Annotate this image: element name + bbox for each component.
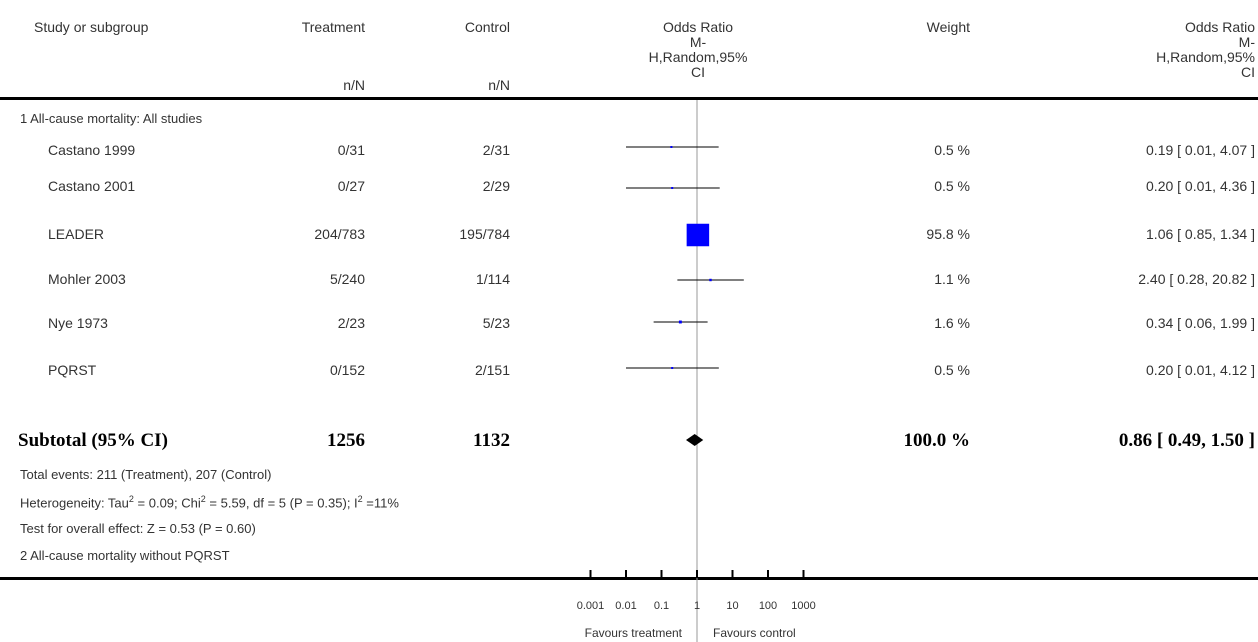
axis-tick-label: 10	[726, 600, 738, 612]
study-weight: 0.5 %	[934, 178, 970, 194]
header-or-plot-3: H,Random,95%	[648, 49, 748, 65]
header-treatment-nn: n/N	[343, 77, 365, 93]
study-weight: 0.5 %	[934, 142, 970, 158]
overall-effect: Test for overall effect: Z = 0.53 (P = 0…	[20, 521, 256, 536]
study-weight: 0.5 %	[934, 362, 970, 378]
axis-tick-label: 0.01	[615, 600, 636, 612]
study-box	[709, 278, 712, 282]
heterogeneity: Heterogeneity: Tau2 = 0.09; Chi2 = 5.59,…	[20, 494, 399, 511]
header-or-plot-4: CI	[691, 64, 705, 80]
study-weight: 1.6 %	[934, 315, 970, 331]
header-or-plot-1: Odds Ratio	[662, 19, 734, 35]
axis-tick-label: 0.1	[654, 600, 669, 612]
header-control: Control	[464, 19, 510, 35]
study-control: 1/114	[476, 271, 510, 287]
study-name: Castano 2001	[48, 178, 136, 194]
favours-treatment: Favours treatment	[584, 626, 682, 640]
header-rule	[0, 97, 1258, 100]
study-control: 2/151	[474, 362, 510, 378]
study-name: PQRST	[48, 362, 97, 378]
study-treatment: 0/27	[337, 178, 365, 194]
subtotal-ci: 0.86 [ 0.49, 1.50 ]	[1118, 430, 1255, 451]
study-ci: 0.19 [ 0.01, 4.07 ]	[1146, 142, 1255, 158]
study-box	[671, 187, 674, 189]
study-box	[686, 223, 710, 247]
subtotal-treatment: 1256	[327, 430, 365, 451]
study-treatment: 0/31	[337, 142, 365, 158]
header-study: Study or subgroup	[34, 19, 149, 35]
header-or-plot-2: M-	[689, 34, 707, 50]
study-control: 2/29	[482, 178, 510, 194]
axis-tick-label: 0.001	[577, 600, 605, 612]
study-ci: 1.06 [ 0.85, 1.34 ]	[1146, 226, 1255, 242]
total-events: Total events: 211 (Treatment), 207 (Cont…	[20, 467, 272, 482]
study-box	[670, 146, 673, 148]
study-treatment: 0/152	[329, 362, 365, 378]
study-box	[671, 367, 674, 369]
subtotal-weight: 100.0 %	[903, 430, 971, 451]
study-control: 5/23	[482, 315, 510, 331]
header-control-nn: n/N	[488, 77, 510, 93]
study-ci: 0.34 [ 0.06, 1.99 ]	[1146, 315, 1255, 331]
header-or-text-1: Odds Ratio	[1184, 19, 1255, 35]
study-treatment: 5/240	[329, 271, 365, 287]
group2-label: 2 All-cause mortality without PQRST	[20, 548, 230, 563]
favours-control: Favours control	[713, 626, 796, 640]
subtotal-label: Subtotal (95% CI)	[18, 430, 168, 451]
header-or-text-4: CI	[1241, 64, 1255, 80]
axis-tick-label: 1	[694, 600, 700, 612]
header-or-text-2: M-	[1238, 34, 1255, 50]
header-or-text-3: H,Random,95%	[1156, 49, 1255, 65]
study-box	[678, 320, 682, 324]
footer-rule	[0, 577, 1258, 580]
study-weight: 95.8 %	[926, 226, 970, 242]
study-name: Castano 1999	[48, 142, 136, 158]
study-control: 195/784	[459, 226, 510, 242]
subtotal-control: 1132	[473, 430, 510, 451]
study-name: Mohler 2003	[48, 271, 126, 287]
pooled-diamond	[686, 434, 704, 446]
axis-tick-label: 1000	[791, 600, 815, 612]
header-treatment: Treatment	[301, 19, 365, 35]
header-weight: Weight	[926, 19, 970, 35]
study-name: Nye 1973	[48, 315, 108, 331]
axis-tick-label: 100	[759, 600, 777, 612]
group1-label: 1 All-cause mortality: All studies	[20, 111, 203, 126]
study-weight: 1.1 %	[934, 271, 970, 287]
study-treatment: 2/23	[337, 315, 365, 331]
study-control: 2/31	[482, 142, 510, 158]
study-name: LEADER	[48, 226, 105, 242]
study-ci: 0.20 [ 0.01, 4.36 ]	[1146, 178, 1255, 194]
study-ci: 2.40 [ 0.28, 20.82 ]	[1138, 271, 1255, 287]
study-ci: 0.20 [ 0.01, 4.12 ]	[1146, 362, 1255, 378]
study-treatment: 204/783	[314, 226, 365, 242]
